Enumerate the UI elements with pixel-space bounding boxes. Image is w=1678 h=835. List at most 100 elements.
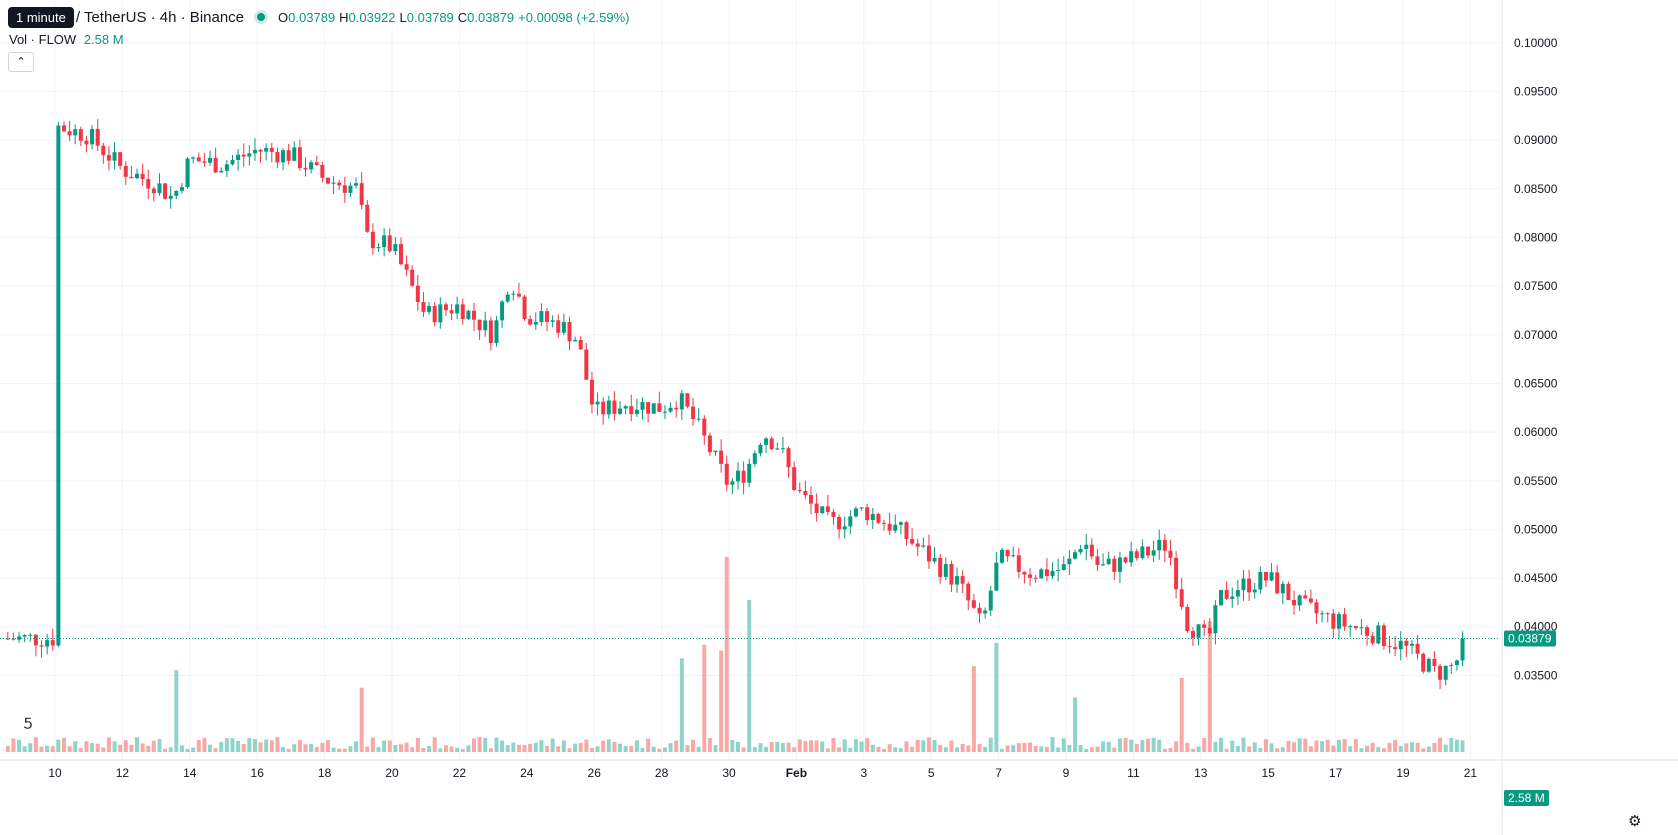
candle-26 [151,186,156,202]
volume-bar-35 [202,737,207,752]
volume-bar-157 [887,744,892,752]
volume-bar-166 [938,744,943,752]
candle-111 [629,394,634,422]
volume-bar-170 [960,743,965,752]
volume-bar-112 [634,740,639,752]
candle-56 [320,162,325,183]
candle-93 [528,315,533,326]
price-axis[interactable]: 0.03500 0.04000 0.04500 0.05000 0.05500 0.060… [1504,36,1558,806]
price-tick-13: 0.10000 [1514,36,1558,50]
candle-203 [1146,546,1151,559]
candle-105 [595,392,600,416]
time-tick-0: 10 [48,766,62,780]
chevron-up-icon[interactable]: ⌃ [8,52,34,72]
market-status-icon[interactable] [254,10,269,24]
price-tick-4: 0.05500 [1514,474,1558,488]
candle-197 [1112,555,1117,580]
volume-bar-83 [472,738,477,752]
price-tick-5: 0.06000 [1514,425,1558,439]
volume-bar-70 [398,744,403,752]
volume-bar-206 [1162,748,1167,752]
volume-bar-155 [876,746,881,752]
candle-79 [449,304,454,321]
volume-legend[interactable]: Vol · FLOW 2.58 M [9,32,124,47]
tradingview-logo-icon[interactable]: 𝟻 [22,715,34,732]
volume-bar-218 [1230,740,1235,752]
volume-label: Vol · FLOW [9,32,77,47]
volume-bar-5 [33,737,38,752]
volume-bar-212 [1196,746,1201,752]
candle-174 [983,607,988,619]
volume-bar-18 [106,737,111,752]
volume-bar-219 [1235,745,1240,752]
candle-244 [1376,622,1381,645]
volume-bar-36 [208,744,213,752]
candle-108 [612,391,617,421]
candle-4 [28,632,33,642]
candle-253 [1426,657,1431,673]
candle-47 [269,142,274,163]
candle-14 [84,135,89,153]
candle-29 [168,186,173,209]
volume-bar-125 [707,737,712,752]
candle-257 [1449,662,1454,675]
candle-15 [90,125,95,150]
candle-168 [949,560,954,593]
volume-bar-133 [752,747,757,752]
volume-bar-94 [533,742,538,752]
candle-123 [696,408,701,422]
volume-bar-104 [589,747,594,752]
candle-162 [915,538,920,557]
volume-bar-84 [477,737,482,752]
candle-94 [533,312,538,330]
volume-bar-217 [1224,748,1229,752]
candle-63 [359,172,364,210]
candle-2 [17,631,22,643]
volume-bar-62 [354,741,359,752]
candle-78 [443,302,448,316]
volume-bar-139 [786,742,791,752]
time-tick-12: 3 [860,766,867,780]
candle-61 [348,182,353,197]
ohlc-open: O0.03789 [278,9,336,25]
volume-bar-138 [780,742,785,752]
gear-icon[interactable]: ⚙ [1628,813,1642,830]
candle-137 [775,442,780,450]
candle-91 [516,282,521,298]
volume-bar-173 [977,743,982,752]
volume-bar-9 [56,739,61,752]
symbol-title[interactable]: / TetherUS · 4h · Binance [75,8,245,26]
candle-167 [943,557,948,581]
candle-1 [11,632,16,641]
volume-bar-26 [151,740,156,752]
candle-243 [1370,631,1375,646]
candle-189 [1067,550,1072,575]
candle-20 [118,151,123,170]
time-tick-6: 22 [453,766,467,780]
candle-250 [1409,640,1414,654]
volume-bar-152 [859,741,864,752]
candle-96 [545,308,550,332]
price-tick-6: 0.06500 [1514,376,1558,390]
last-price-badge: 0.03879 [1504,630,1556,647]
candle-163 [921,537,926,548]
volume-bar-98 [556,746,561,752]
candle-45 [258,148,263,163]
candle-187 [1056,558,1061,582]
candle-139 [786,446,791,478]
candle-107 [606,395,611,419]
candle-72 [410,265,415,287]
volume-bar-86 [488,748,493,752]
volume-bar-229 [1292,742,1297,752]
candle-58 [331,176,336,195]
candle-172 [971,594,976,609]
candle-133 [752,450,757,467]
volume-bar-245 [1381,748,1386,752]
candle-109 [618,401,623,415]
candle-27 [157,173,162,196]
time-axis[interactable]: 10 12 14 16 18 20 22 24 26 28 30 Feb 3 5 7 9 11 13 15 17 19 2… [48,766,1477,780]
interval-tooltip: 1 minute [8,6,74,28]
candle-213 [1202,620,1207,637]
volume-bar-22 [129,744,134,752]
